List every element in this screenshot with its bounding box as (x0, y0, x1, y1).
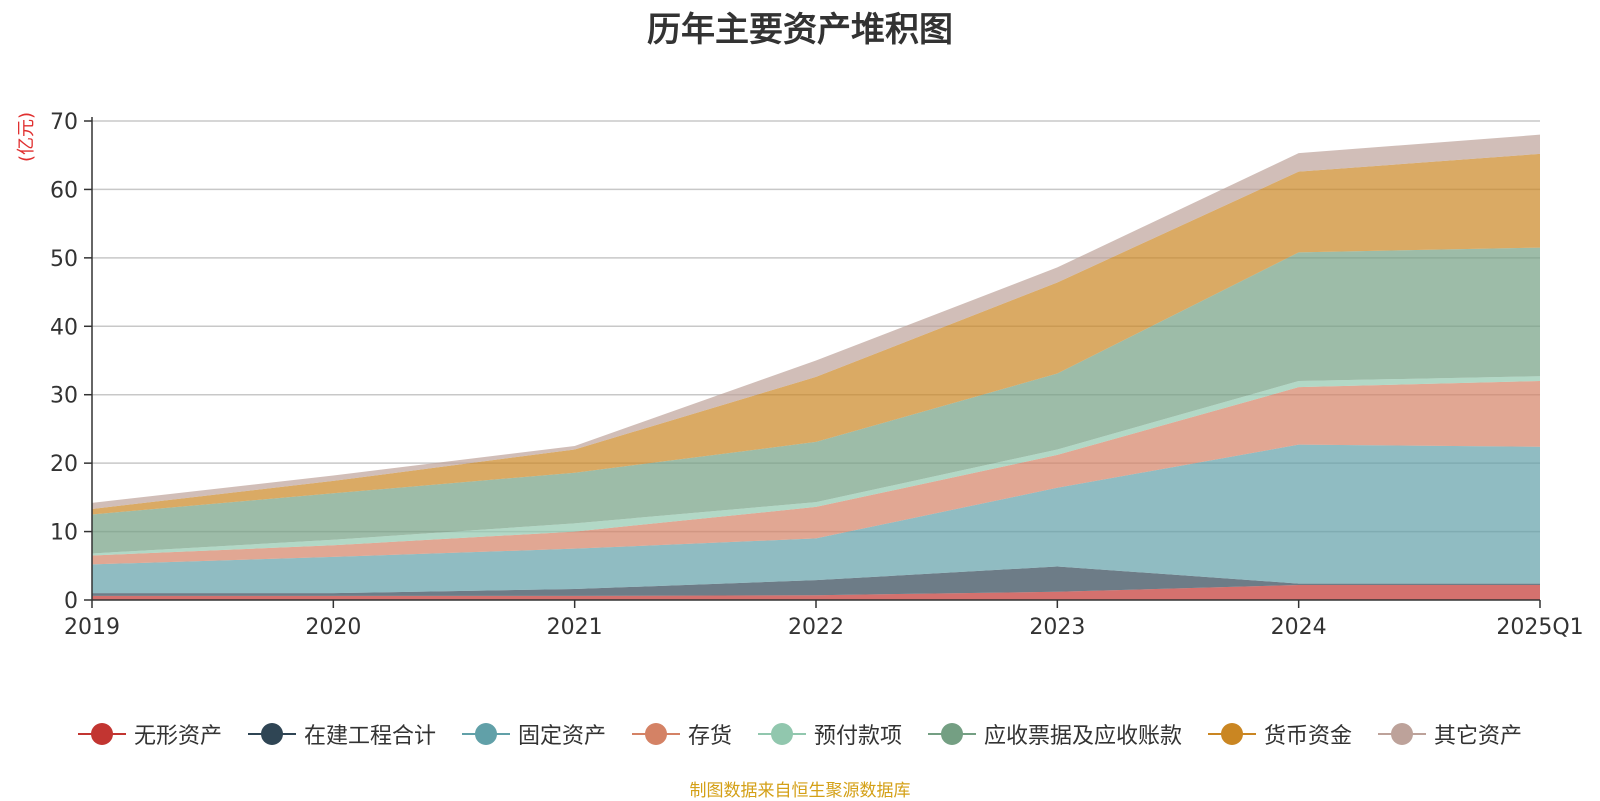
x-tick-label: 2023 (1029, 615, 1085, 640)
legend-marker-icon (77, 722, 126, 746)
legend-marker-icon (758, 722, 806, 746)
legend-label: 在建工程合计 (303, 724, 436, 749)
legend-marker-icon (461, 722, 510, 746)
x-tick-label: 2024 (1271, 615, 1327, 640)
y-tick-label: 50 (50, 247, 78, 272)
stacked-area-chart: 0 10 20 30 40 50 60 70 2019 2020 2021 2022 2023 2024 2… (50, 110, 1584, 640)
y-tick-label: 70 (50, 110, 78, 135)
legend-marker-icon (247, 722, 296, 746)
y-tick-label: 60 (50, 178, 78, 203)
legend-label: 应收票据及应收账款 (984, 724, 1183, 749)
legend-marker-icon (1208, 722, 1257, 746)
x-tick-label: 2025Q1 (1496, 615, 1583, 640)
area-series-3 (92, 381, 1540, 565)
legend-item[interactable]: 无形资产 (77, 718, 222, 750)
legend-item[interactable]: 货币资金 (1208, 718, 1352, 750)
legend-label: 固定资产 (517, 724, 606, 749)
legend-label: 存货 (687, 724, 732, 749)
chart-title: 历年主要资产堆积图 (647, 10, 953, 50)
x-tick-label: 2019 (64, 615, 120, 640)
y-tick-label: 40 (50, 315, 78, 340)
x-tick-label: 2022 (788, 615, 844, 640)
legend-marker-icon (928, 722, 977, 746)
area-series-5 (92, 247, 1540, 554)
y-tick-label: 30 (50, 384, 78, 409)
legend-label: 无形资产 (133, 724, 222, 749)
legend-label: 货币资金 (1264, 724, 1353, 749)
legend-label: 其它资产 (1434, 724, 1523, 749)
data-source-note: 制图数据来自恒生聚源数据库 (689, 781, 911, 801)
legend-label: 预付款项 (814, 724, 903, 749)
y-tick-label: 10 (50, 521, 78, 546)
x-tick-label: 2020 (305, 615, 361, 640)
legend-item[interactable]: 应收票据及应收账款 (928, 718, 1182, 750)
y-tick-label: 0 (64, 589, 78, 614)
legend-item[interactable]: 存货 (631, 718, 732, 750)
legend-marker-icon (631, 722, 680, 746)
area-series-2 (92, 444, 1540, 594)
legend-marker-icon (1378, 722, 1427, 746)
area-series-1 (92, 566, 1540, 596)
y-tick-label: 20 (50, 452, 78, 477)
area-series-6 (92, 153, 1540, 515)
legend-item[interactable]: 预付款项 (758, 718, 902, 750)
legend-item[interactable]: 固定资产 (461, 718, 606, 750)
legend-item[interactable]: 在建工程合计 (247, 718, 436, 750)
area-series-0 (92, 584, 1540, 600)
legend-item[interactable]: 其它资产 (1378, 718, 1522, 750)
x-tick-label: 2021 (547, 615, 603, 640)
chart-legend: 无形资产 在建工程合计 固定资产 存货 预付款项 应收票据及应收账款 货币资金 其它资产 (0, 718, 1600, 750)
